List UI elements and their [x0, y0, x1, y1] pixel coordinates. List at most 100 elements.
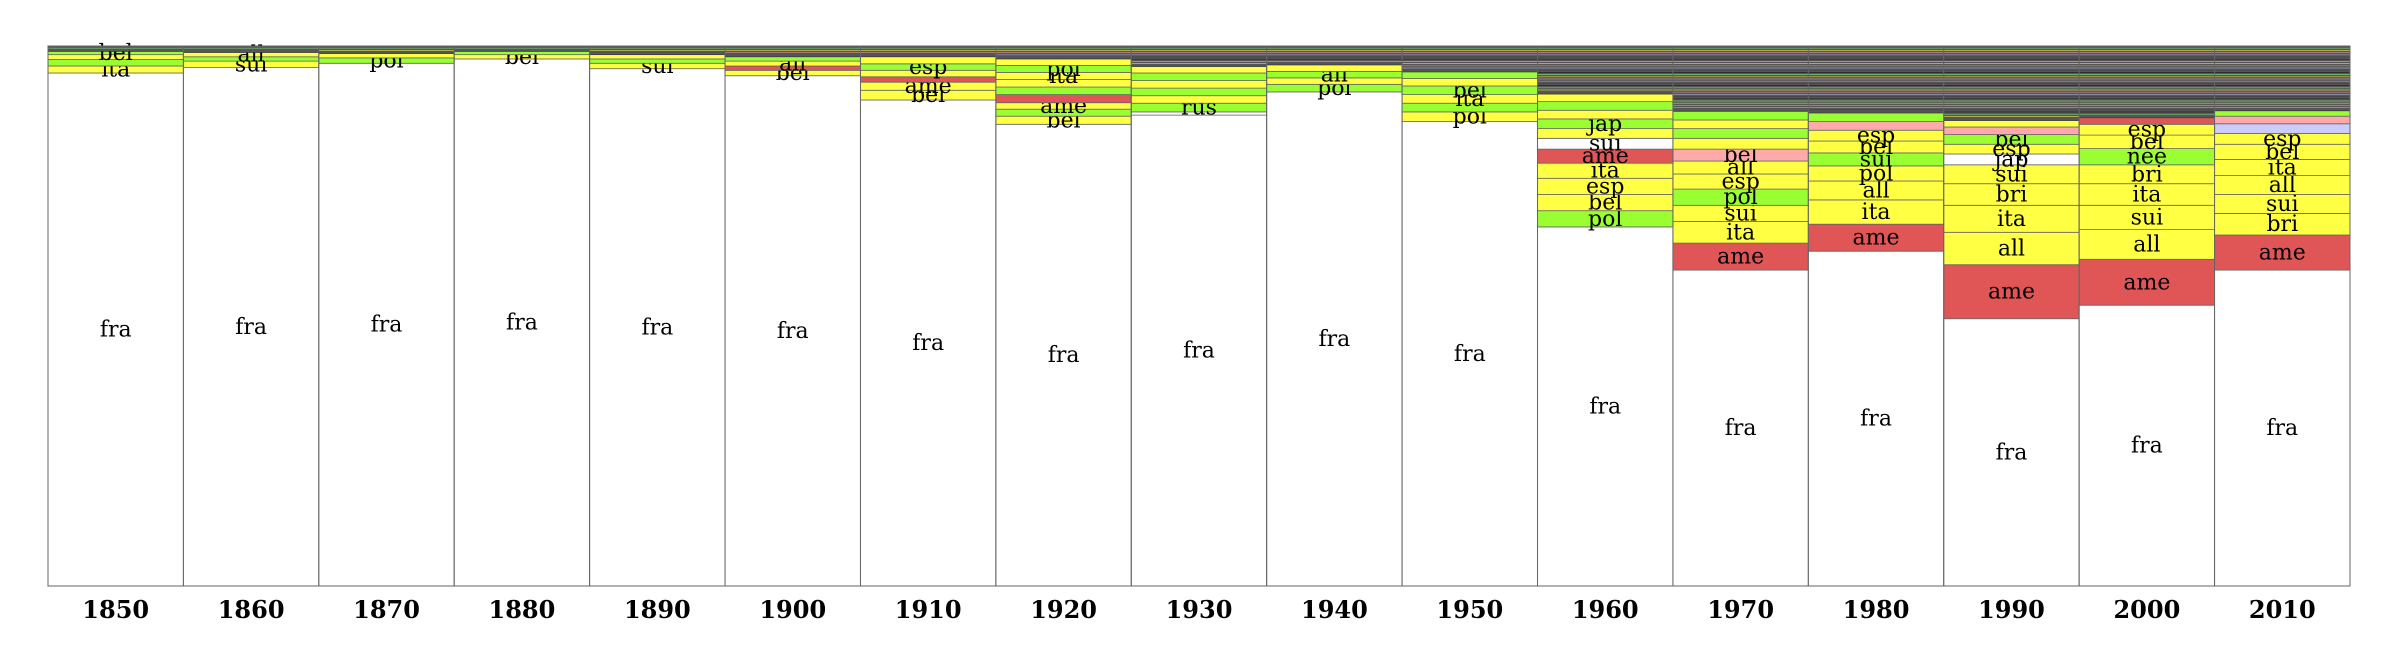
x-tick-label: 1920: [1030, 595, 1097, 624]
segment-1860-fra: [183, 67, 320, 587]
segment-label: all: [1862, 178, 1889, 203]
x-tick-label: 1960: [1572, 595, 1639, 624]
segment-1950-s5: [1401, 78, 1538, 87]
segment-label: ita: [1997, 207, 2026, 232]
x-tick-label: 1890: [624, 595, 691, 624]
x-tick-label: 1900: [759, 595, 826, 624]
segment-1960-s10: [1537, 101, 1674, 111]
segment-2010-s10: [2214, 110, 2351, 117]
segment-2010-s9: [2214, 115, 2351, 125]
x-tick-label: 1950: [1436, 595, 1503, 624]
segment-1940-s4: [1266, 64, 1403, 72]
segment-label: fra: [912, 331, 944, 356]
segment-1940-fra: [1266, 91, 1403, 587]
segment-1930-s6: [1130, 72, 1268, 81]
segment-1970-s10: [1672, 119, 1809, 130]
segment-1850-s5: [47, 45, 184, 52]
segment-1880-s2: [453, 51, 591, 56]
segment-label: fra: [371, 313, 403, 338]
segment-1930-s7: [1130, 66, 1268, 74]
segment-label: fra: [2131, 434, 2163, 459]
segment-label: fra: [1589, 394, 1621, 419]
segment-label: ame: [1717, 245, 1764, 270]
segment-1990-all: [1943, 231, 2080, 266]
segment-1930-s4: [1130, 87, 1268, 97]
segment-1970-s11: [1672, 110, 1809, 121]
segment-label: fra: [506, 310, 538, 335]
x-tick-label: 1980: [1843, 595, 1910, 624]
segment-2010-fra: [2214, 269, 2351, 587]
segment-1890-s2: [589, 58, 726, 64]
x-tick-label: 2000: [2113, 595, 2180, 624]
x-tick-label: 1870: [353, 595, 420, 624]
segment-label: ita: [2132, 183, 2161, 208]
segment-1960-s11: [1537, 93, 1674, 103]
segment-label: ita: [1726, 220, 1755, 245]
segment-1900-s4: [724, 56, 861, 62]
segment-label: fra: [1725, 416, 1757, 441]
segment-1960-s9: [1537, 109, 1674, 120]
segment-1900-fra: [724, 75, 861, 587]
segment-1880-fra: [453, 58, 591, 587]
segment-label: fra: [641, 315, 673, 340]
x-tick-label: 1850: [82, 595, 149, 624]
segment-label: ame: [2259, 241, 2306, 266]
x-tick-label: 1970: [1707, 595, 1774, 624]
segment-label: fra: [2266, 416, 2298, 441]
segment-1980-fra: [1807, 250, 1945, 587]
segment-label: fra: [1319, 327, 1351, 352]
segment-label: sui: [2266, 192, 2299, 217]
segment-label: fra: [1860, 407, 1892, 432]
segment-label: fra: [1996, 440, 2028, 465]
segment-label: sui: [1995, 162, 2028, 187]
segment-label: fra: [1183, 339, 1215, 364]
segment-1930-fra: [1130, 114, 1268, 587]
segment-1910-fra: [860, 99, 997, 587]
segment-label: bri: [2266, 212, 2298, 237]
segment-1990-s10: [1943, 120, 2080, 128]
segment-1870-s3: [318, 45, 455, 54]
segment-1990-s9: [1943, 126, 2080, 135]
segment-label: ame: [2123, 270, 2170, 295]
segment-label: fra: [235, 315, 267, 340]
segment-1920-fra: [995, 123, 1132, 587]
x-tick-label: 1990: [1978, 595, 2045, 624]
segment-2000-s9: [2078, 117, 2215, 125]
segment-1950-s6: [1401, 71, 1538, 79]
segment-label: fra: [1048, 343, 1080, 368]
segment-2010-ame: [2214, 234, 2351, 271]
segment-label: sui: [2131, 205, 2164, 230]
segment-1920-s4: [995, 94, 1132, 104]
segment-1940-s5: [1266, 45, 1403, 66]
segment-1970-s9: [1672, 128, 1809, 139]
segment-1900-s5: [724, 45, 861, 58]
segment-1850-fra: [47, 72, 184, 587]
segment-1980-s9: [1807, 112, 1945, 122]
segment-label: fra: [777, 319, 809, 344]
segment-1870-fra: [318, 62, 455, 587]
segment-2010-s8: [2214, 123, 2351, 134]
segment-1970-s8: [1672, 137, 1809, 150]
segment-2000-ame: [2078, 258, 2215, 306]
segment-1930-s3: [1130, 95, 1268, 104]
x-tick-label: 1930: [1166, 595, 1233, 624]
segment-1980-ita: [1807, 199, 1945, 225]
segment-label: fra: [1454, 342, 1486, 367]
segment-1870-s2: [318, 53, 455, 59]
segment-label: bel: [99, 41, 133, 66]
segment-label: all: [2269, 173, 2296, 198]
segment-label: all: [2133, 232, 2160, 257]
